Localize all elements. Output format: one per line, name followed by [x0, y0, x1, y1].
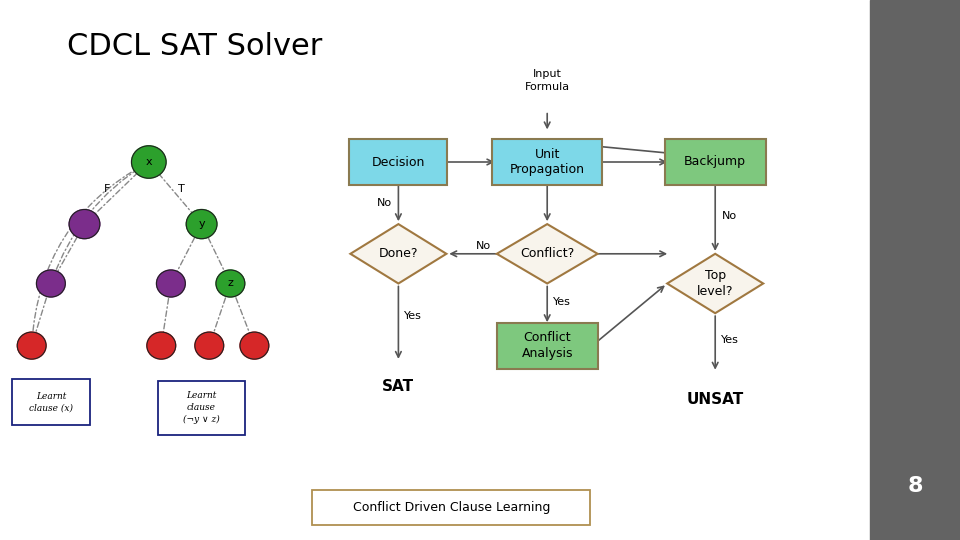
Bar [870, 0, 960, 540]
Text: Conflict
Analysis: Conflict Analysis [521, 331, 573, 360]
FancyBboxPatch shape [664, 139, 766, 185]
Text: Learnt
clause (x): Learnt clause (x) [29, 392, 73, 413]
Text: z: z [228, 279, 233, 288]
Text: Conflict Driven Clause Learning: Conflict Driven Clause Learning [352, 501, 550, 514]
Text: y: y [199, 219, 204, 229]
FancyBboxPatch shape [312, 490, 590, 525]
Ellipse shape [186, 210, 217, 239]
FancyBboxPatch shape [497, 322, 597, 368]
Text: x: x [146, 157, 152, 167]
Polygon shape [497, 224, 597, 284]
FancyBboxPatch shape [158, 381, 245, 435]
Ellipse shape [216, 270, 245, 297]
Text: CDCL SAT Solver: CDCL SAT Solver [67, 32, 323, 62]
Text: Input
Formula: Input Formula [524, 70, 570, 92]
Polygon shape [350, 224, 446, 284]
Text: Backjump: Backjump [684, 156, 746, 168]
Ellipse shape [147, 332, 176, 359]
Ellipse shape [36, 270, 65, 297]
Text: Top
level?: Top level? [697, 269, 733, 298]
Text: Done?: Done? [378, 247, 419, 260]
Text: Yes: Yes [553, 298, 570, 307]
Text: 8: 8 [907, 476, 923, 496]
Text: SAT: SAT [382, 379, 415, 394]
Text: No: No [376, 198, 392, 207]
Text: No: No [476, 241, 492, 251]
Text: Unit
Propagation: Unit Propagation [510, 147, 585, 177]
Ellipse shape [156, 270, 185, 297]
Text: No: No [722, 211, 737, 221]
Ellipse shape [240, 332, 269, 359]
Text: F: F [105, 184, 110, 194]
Ellipse shape [195, 332, 224, 359]
Text: Yes: Yes [404, 311, 421, 321]
FancyBboxPatch shape [492, 139, 603, 185]
Text: Conflict?: Conflict? [520, 247, 574, 260]
Ellipse shape [132, 146, 166, 178]
Text: Yes: Yes [721, 335, 738, 345]
Ellipse shape [17, 332, 46, 359]
Ellipse shape [69, 210, 100, 239]
Polygon shape [667, 254, 763, 313]
Text: T: T [178, 184, 185, 194]
FancyBboxPatch shape [349, 139, 447, 185]
Text: Learnt
clause
(¬y ∨ z): Learnt clause (¬y ∨ z) [183, 392, 220, 424]
Text: UNSAT: UNSAT [686, 392, 744, 407]
FancyBboxPatch shape [12, 379, 90, 426]
Text: Decision: Decision [372, 156, 425, 168]
